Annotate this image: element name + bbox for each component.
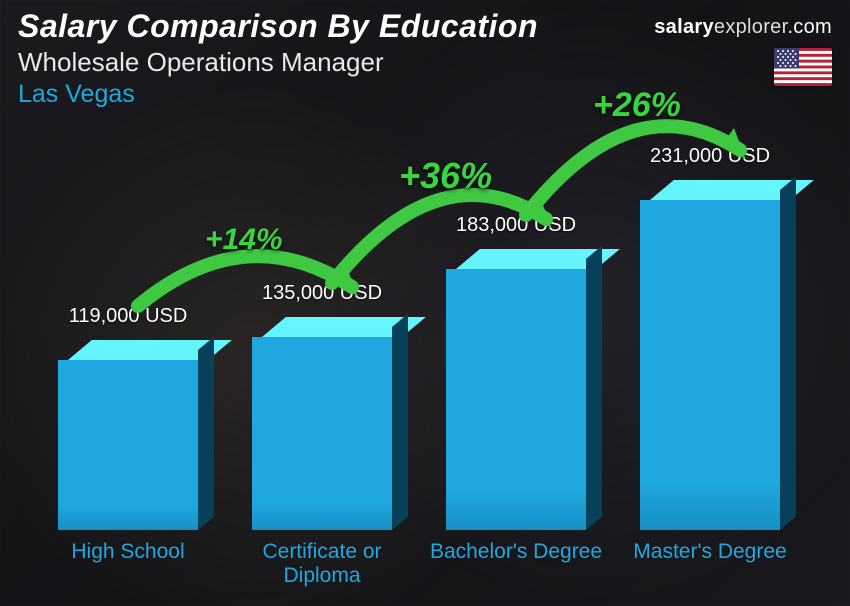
- bar: [252, 317, 392, 530]
- chart-subtitle: Wholesale Operations Manager: [18, 47, 832, 78]
- brand-logo-text: salaryexplorer.com: [654, 16, 832, 39]
- bar-category-label: Certificate or Diploma: [234, 540, 410, 590]
- bar-category-label: Master's Degree: [633, 540, 786, 590]
- bar-category-label: Bachelor's Degree: [430, 540, 602, 590]
- bar-value-label: 183,000 USD: [456, 214, 576, 237]
- bar-value-label: 231,000 USD: [650, 145, 770, 168]
- brand-strong: salary: [654, 16, 714, 38]
- flag-icon: [774, 48, 832, 86]
- bar: [446, 249, 586, 530]
- bar: [640, 180, 780, 530]
- brand-mid: explorer: [714, 16, 788, 38]
- bar-column: 135,000 USD Certificate or Diploma: [234, 282, 410, 590]
- bar-value-label: 119,000 USD: [69, 305, 188, 328]
- bar: [58, 340, 198, 530]
- brand-suffix: .com: [787, 16, 832, 38]
- chart-location: Las Vegas: [18, 80, 832, 109]
- bar-column: 119,000 USD High School: [40, 305, 216, 590]
- bar-column: 231,000 USD Master's Degree: [622, 145, 798, 590]
- bar-category-label: High School: [71, 540, 184, 590]
- bar-value-label: 135,000 USD: [262, 282, 382, 305]
- bar-column: 183,000 USD Bachelor's Degree: [428, 214, 604, 590]
- bar-chart: 119,000 USD High School 135,000 USD Certifi…: [40, 120, 798, 590]
